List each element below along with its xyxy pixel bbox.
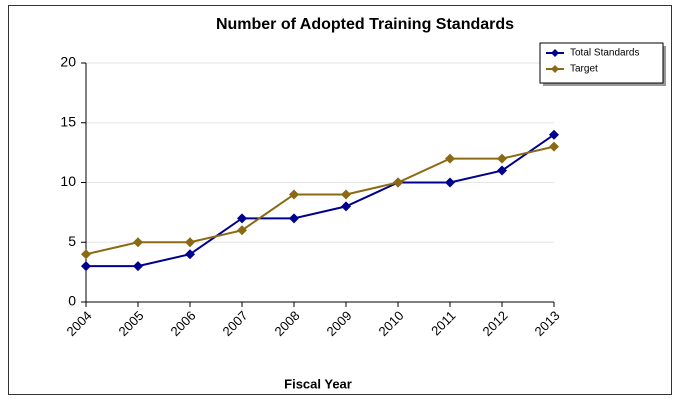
data-point: [445, 153, 455, 164]
data-point: [393, 177, 403, 188]
data-point: [81, 261, 91, 272]
legend-label: Target: [570, 64, 598, 75]
legend-label: Total Standards: [570, 48, 640, 59]
data-point: [497, 153, 507, 164]
y-tick-label: 15: [60, 113, 76, 129]
data-point: [341, 189, 351, 200]
y-tick-label: 0: [68, 293, 76, 309]
data-point: [549, 129, 559, 140]
legend-marker: [551, 65, 559, 73]
y-tick-label: 5: [68, 233, 76, 249]
legend: [539, 42, 664, 84]
legend-marker: [551, 49, 559, 57]
series-line: [85, 145, 555, 256]
data-point: [185, 237, 195, 248]
data-point: [237, 225, 247, 236]
y-tick-label: 20: [60, 54, 76, 70]
y-tick-label: 10: [60, 173, 76, 189]
data-point: [445, 177, 455, 188]
chart-title: Number of Adopted Training Standards: [216, 16, 514, 33]
data-point: [341, 201, 351, 212]
data-point: [81, 249, 91, 260]
data-point: [133, 237, 143, 248]
series-line: [86, 133, 555, 268]
data-point: [237, 213, 247, 224]
data-point: [185, 249, 195, 260]
data-point: [133, 261, 143, 272]
x-axis-label: Fiscal Year: [284, 376, 352, 391]
data-point: [289, 189, 299, 200]
data-point: [497, 165, 507, 176]
data-point: [289, 213, 299, 224]
data-point: [549, 141, 559, 152]
